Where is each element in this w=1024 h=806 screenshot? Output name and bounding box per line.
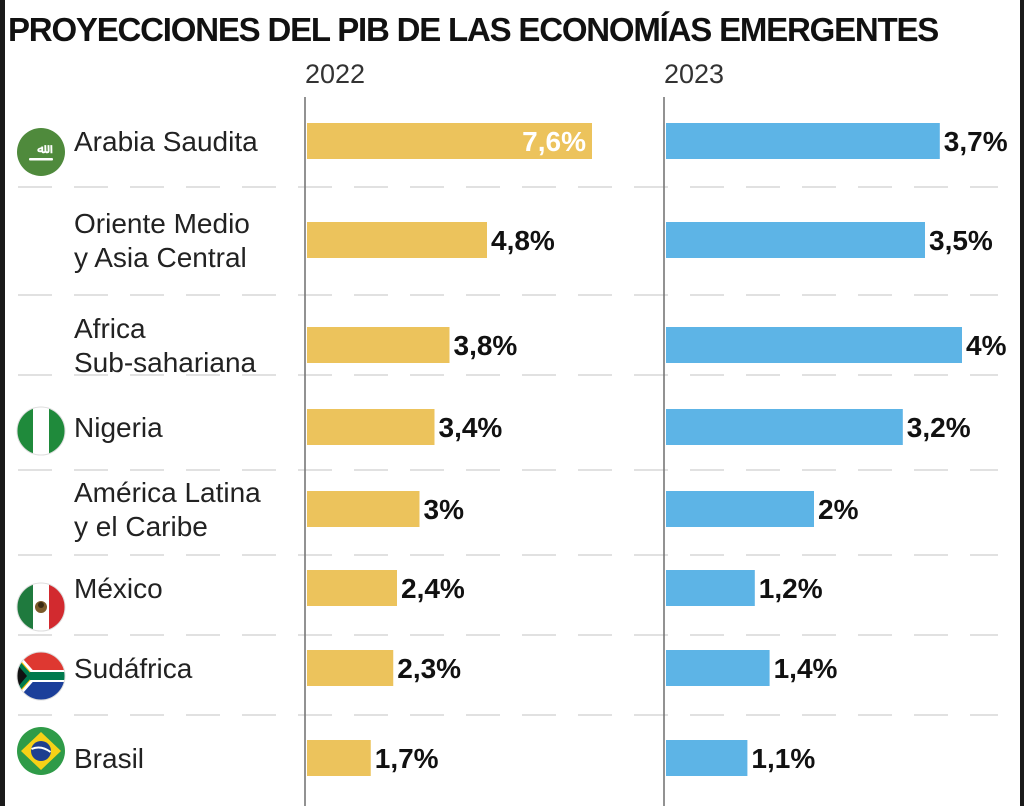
bar-2022	[307, 222, 487, 258]
category-label: Sudáfrica	[74, 653, 193, 684]
nigeria-flag-icon	[16, 406, 66, 456]
value-label-2022: 3,8%	[454, 330, 518, 361]
bar-2022	[307, 740, 371, 776]
bar-2023	[666, 491, 814, 527]
category-label: Nigeria	[74, 412, 163, 443]
value-label-2023: 3,5%	[929, 225, 993, 256]
value-label-2022: 2,3%	[397, 653, 461, 684]
saudi-arabia-flag-icon: ﷲ	[16, 127, 66, 177]
south-africa-flag-icon	[16, 651, 66, 701]
bar-2022	[307, 491, 420, 527]
category-label: Africa	[74, 313, 146, 344]
value-label-2023: 1,4%	[774, 653, 838, 684]
mexico-flag-icon	[16, 582, 66, 632]
value-label-2023: 2%	[818, 494, 859, 525]
bar-2022	[307, 123, 592, 159]
value-label-2023: 1,2%	[759, 573, 823, 604]
brazil-flag-icon	[16, 726, 66, 776]
category-label: Brasil	[74, 743, 144, 774]
value-label-2023: 1,1%	[751, 743, 815, 774]
value-label-2023: 3,2%	[907, 412, 971, 443]
value-label-2022: 3%	[424, 494, 465, 525]
bar-2023	[666, 570, 755, 606]
value-label-2022: 4,8%	[491, 225, 555, 256]
bar-2023	[666, 650, 770, 686]
category-label: Sub-sahariana	[74, 347, 257, 378]
bar-2022	[307, 409, 435, 445]
right-border	[1020, 0, 1024, 806]
bar-2023	[666, 327, 962, 363]
year-label-2023: 2023	[664, 59, 725, 89]
value-label-2022: 1,7%	[375, 743, 439, 774]
chart-title: PROYECCIONES DEL PIB DE LAS ECONOMÍAS EM…	[8, 11, 939, 48]
value-label-2023: 4%	[966, 330, 1007, 361]
value-label-2023: 3,7%	[944, 126, 1008, 157]
year-label-2022: 2022	[305, 59, 366, 89]
category-label: y el Caribe	[74, 511, 208, 542]
left-border	[0, 0, 5, 806]
value-label-2022: 7,6%	[522, 126, 586, 157]
value-label-2022: 2,4%	[401, 573, 465, 604]
bar-2023	[666, 222, 925, 258]
category-label: y Asia Central	[74, 242, 247, 273]
value-label-2022: 3,4%	[439, 412, 503, 443]
category-label: Oriente Medio	[74, 208, 250, 239]
bar-2023	[666, 409, 903, 445]
bar-2023	[666, 123, 940, 159]
bar-2023	[666, 740, 748, 776]
category-label: México	[74, 573, 163, 604]
bar-2022	[307, 650, 394, 686]
bar-2022	[307, 570, 397, 606]
category-label: Arabia Saudita	[74, 126, 258, 157]
bar-2022	[307, 327, 450, 363]
category-label: América Latina	[74, 477, 261, 508]
